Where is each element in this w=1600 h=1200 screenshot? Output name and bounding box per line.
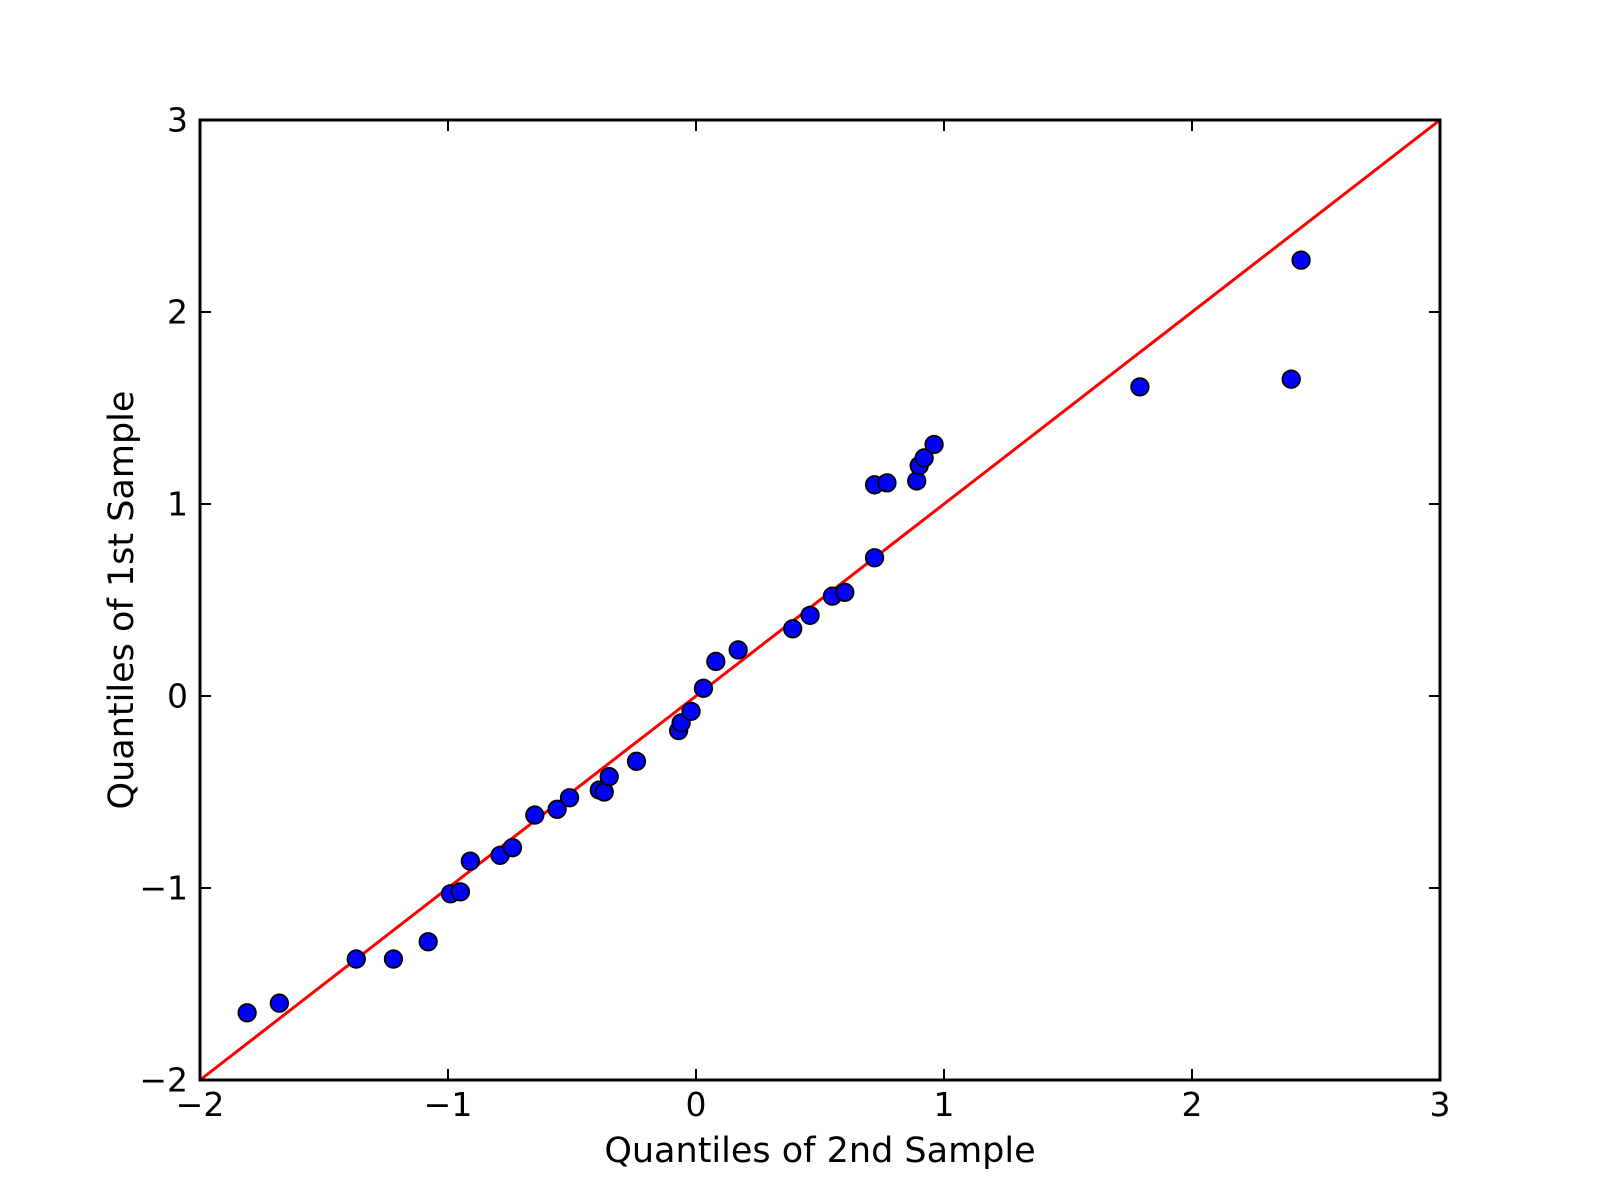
y-axis-label: Quantiles of 1st Sample <box>102 391 142 810</box>
data-point <box>924 434 944 455</box>
data-point <box>269 993 290 1013</box>
data-point <box>800 605 820 626</box>
data-point <box>547 799 567 819</box>
y-tick-label: −2 <box>139 1061 188 1100</box>
data-point <box>706 651 726 672</box>
data-point <box>864 548 885 568</box>
data-point <box>914 448 934 468</box>
data-point <box>835 582 855 602</box>
data-point <box>460 851 480 871</box>
data-point <box>346 949 366 969</box>
data-point <box>1291 250 1311 270</box>
x-tick-label: −1 <box>424 1085 473 1124</box>
y-tick-label: 1 <box>167 485 188 524</box>
data-point <box>450 882 471 902</box>
x-tick-label: 3 <box>1430 1085 1451 1124</box>
data-point <box>525 805 545 825</box>
data-point <box>559 788 580 808</box>
x-tick-label: −2 <box>176 1085 225 1124</box>
x-tick-label: 1 <box>934 1085 955 1124</box>
data-point <box>626 751 647 771</box>
data-point <box>599 766 619 787</box>
identity-line <box>199 118 1441 1082</box>
data-point <box>237 1003 257 1023</box>
plot-border <box>198 118 1442 1082</box>
x-tick-label: 0 <box>686 1085 707 1124</box>
data-point <box>1281 369 1301 389</box>
data-point <box>681 701 701 722</box>
data-point <box>728 640 748 660</box>
x-tick-label: 2 <box>1182 1085 1203 1124</box>
data-point <box>693 678 714 698</box>
y-tick-label: 2 <box>167 293 188 332</box>
data-point <box>877 473 897 493</box>
x-axis-label: Quantiles of 2nd Sample <box>604 1131 1035 1171</box>
data-point <box>418 932 438 952</box>
data-point <box>383 949 404 969</box>
data-point <box>783 619 803 639</box>
data-point <box>502 838 523 858</box>
y-tick-label: −1 <box>139 869 188 908</box>
data-point <box>1130 377 1150 397</box>
y-tick-label: 0 <box>167 677 188 716</box>
y-tick-label: 3 <box>167 101 188 140</box>
